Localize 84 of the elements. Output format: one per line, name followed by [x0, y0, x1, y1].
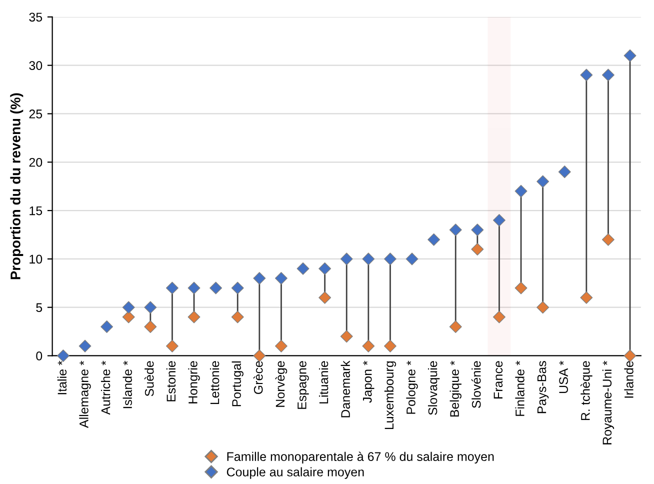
point: [318, 262, 332, 275]
x-tick-label: Espagne: [298, 361, 309, 409]
y-tick-label: 5: [36, 303, 42, 312]
x-tick-label: USA *: [559, 360, 568, 393]
point: [384, 252, 396, 266]
point: [340, 330, 353, 343]
point: [362, 252, 375, 266]
point: [624, 350, 636, 362]
point: [384, 340, 396, 352]
point: [253, 272, 266, 285]
point: [100, 320, 114, 333]
x-tick-label: Suède: [144, 361, 154, 396]
point: [188, 310, 200, 324]
point: [231, 310, 244, 324]
y-tick-label: 30: [29, 61, 42, 70]
y-tick-label: 0: [36, 352, 42, 360]
point: [514, 282, 528, 294]
point: [449, 224, 462, 236]
point: [253, 350, 266, 362]
point: [274, 340, 288, 352]
point: [166, 340, 178, 352]
x-tick-label: Luxembourg: [384, 361, 396, 430]
x-tick-label: Lettonie: [210, 361, 220, 404]
x-tick-label: Hongrie: [188, 361, 200, 404]
y-tick-label: 35: [29, 12, 42, 22]
point: [231, 282, 244, 294]
point: [558, 166, 571, 178]
point: [492, 214, 506, 226]
x-tick-label: Finlande *: [515, 360, 524, 416]
y-tick-label: 25: [29, 110, 42, 118]
point: [210, 282, 222, 294]
x-tick-label: France: [494, 361, 503, 398]
x-tick-label: Portugal: [232, 361, 244, 406]
point: [296, 262, 310, 275]
y-tick-label: 10: [30, 254, 42, 264]
point: [362, 340, 375, 352]
point: [274, 272, 288, 285]
x-tick-label: Royaume-Uni *: [602, 360, 614, 444]
legend-label: Couple au salaire moyen: [226, 467, 364, 479]
x-tick-label: Norvège: [275, 361, 288, 407]
x-tick-label: Danemark: [340, 360, 350, 418]
x-tick-label: Lituanie: [318, 361, 328, 404]
x-tick-label: Allemagne *: [79, 360, 91, 428]
point: [536, 301, 550, 314]
x-tick-label: Grèce: [253, 361, 263, 394]
y-tick-label: 20: [29, 158, 42, 167]
x-tick-label: Italie *: [57, 360, 67, 394]
point: [122, 301, 135, 314]
point: [536, 175, 550, 188]
x-tick-label: Slovaquie: [428, 361, 440, 415]
point: [318, 291, 332, 304]
x-tick-label: Autriche *: [100, 360, 110, 415]
x-tick-label: Estonie: [166, 361, 176, 402]
point: [492, 310, 506, 324]
y-tick-label: 15: [30, 206, 42, 216]
point: [428, 233, 440, 246]
legend-label: Famille monoparentale à 67 % du salaire moyen: [227, 452, 494, 464]
point: [514, 184, 528, 198]
x-tick-label: Japon *: [363, 360, 374, 403]
point: [340, 252, 353, 266]
x-tick-label: Irlande: [624, 361, 634, 398]
point: [144, 320, 157, 333]
point: [602, 68, 614, 82]
point: [580, 291, 593, 304]
point: [406, 252, 418, 266]
x-tick-label: Pologne *: [406, 360, 418, 414]
point: [602, 233, 614, 246]
point: [56, 350, 70, 362]
point: [188, 282, 200, 294]
point: [144, 301, 157, 314]
point: [624, 49, 636, 62]
point: [78, 340, 92, 352]
point: [580, 68, 593, 82]
point: [449, 320, 462, 333]
point: [166, 282, 178, 294]
y-axis-title: Proportion du du revenu (%): [10, 93, 24, 280]
x-tick-label: Slovénie: [471, 361, 481, 408]
x-tick-label: Pays-Bas: [537, 361, 549, 414]
point: [471, 224, 484, 236]
point: [122, 310, 135, 324]
x-tick-label: R. tchèque: [580, 361, 592, 420]
x-tick-label: Islande *: [122, 360, 132, 408]
point: [471, 243, 484, 256]
x-tick-label: Belgique *: [450, 360, 462, 417]
